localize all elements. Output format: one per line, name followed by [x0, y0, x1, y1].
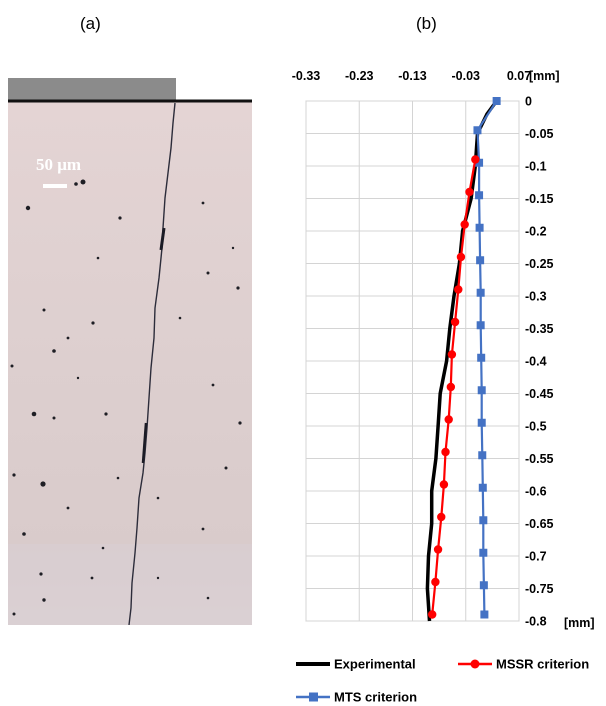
y-tick-label: -0.2 — [525, 225, 547, 239]
data-point-circle — [454, 285, 463, 294]
data-point-square — [473, 126, 482, 135]
data-point-square — [477, 386, 486, 395]
y-tick-label: -0.5 — [525, 420, 547, 434]
legend-marker-square — [309, 692, 318, 702]
x-tick-label: -0.23 — [345, 69, 374, 83]
crack-thick-segment-2 — [141, 422, 148, 464]
micrograph-grey-block — [8, 78, 176, 100]
data-point-square — [479, 581, 488, 590]
y-tick-label: -0.05 — [525, 127, 554, 141]
data-point-circle — [437, 512, 446, 522]
x-tick-label: -0.33 — [292, 69, 321, 83]
data-point-circle — [446, 382, 456, 392]
data-point-square — [475, 158, 484, 167]
data-point-square — [479, 516, 488, 525]
data-point-square — [492, 97, 501, 105]
data-point-square — [476, 321, 485, 330]
legend-label: MTS criterion — [334, 690, 417, 705]
y-tick-label: -0.65 — [525, 517, 554, 531]
data-point-circle — [428, 610, 437, 619]
data-point-square — [477, 353, 486, 362]
data-point-square — [478, 451, 487, 460]
data-point-square — [479, 548, 488, 557]
y-tick-label: -0.4 — [525, 355, 547, 369]
data-point-circle — [441, 447, 450, 457]
y-tick-label: -0.45 — [525, 387, 554, 401]
y-tick-label: -0.3 — [525, 290, 547, 304]
data-point-circle — [471, 155, 480, 164]
x-axis-unit: [mm] — [529, 69, 560, 83]
data-point-square — [475, 191, 484, 200]
crack-thick-segment-1 — [159, 227, 166, 251]
y-tick-label: -0.1 — [525, 160, 547, 174]
panel-label-b: (b) — [416, 14, 437, 33]
legend-marker-circle — [470, 659, 480, 669]
data-point-circle — [433, 545, 443, 554]
y-tick-label: -0.35 — [525, 322, 554, 336]
y-tick-label: -0.6 — [525, 485, 547, 499]
y-tick-label: 0 — [525, 95, 532, 109]
x-tick-label: 0.07 — [507, 69, 531, 83]
data-point-circle — [447, 350, 457, 359]
y-axis-ticks: 0 -0.05 -0.1 -0.15 -0.2 -0.25 -0.3 -0.35 -0.4 -0.… — [525, 95, 554, 629]
data-point-circle — [431, 577, 440, 587]
legend-label: Experimental — [334, 657, 416, 672]
x-axis-ticks: -0.33 -0.23 -0.13 -0.03 0.07 — [292, 69, 531, 83]
chart-grid — [305, 100, 520, 622]
data-point-circle — [439, 480, 449, 489]
data-point-square — [480, 610, 489, 619]
scale-bar — [43, 184, 67, 188]
data-point-circle — [450, 317, 460, 327]
data-point-circle — [460, 220, 469, 229]
crack-path — [128, 102, 176, 625]
x-tick-label: -0.13 — [398, 69, 427, 83]
data-point-circle — [465, 187, 474, 197]
panel-label-a: (a) — [80, 14, 101, 33]
data-point-circle — [444, 415, 453, 424]
data-point-square — [475, 223, 484, 232]
y-tick-label: -0.55 — [525, 452, 554, 466]
data-point-square — [476, 256, 485, 265]
data-point-square — [477, 418, 486, 427]
data-point-square — [476, 288, 485, 297]
y-axis-unit: [mm] — [564, 616, 595, 630]
y-tick-label: -0.7 — [525, 550, 547, 564]
y-tick-label: -0.15 — [525, 192, 554, 206]
x-tick-label: -0.03 — [452, 69, 481, 83]
data-point-square — [478, 483, 487, 492]
y-tick-label: -0.8 — [525, 615, 547, 629]
micrograph-surface — [8, 101, 252, 625]
legend-label: MSSR criterion — [496, 657, 589, 672]
data-point-circle — [456, 252, 466, 262]
chart-legend: Experimental MSSR criterion MTS criterion — [296, 657, 589, 705]
chart-series — [425, 97, 501, 622]
micrograph-pores — [10, 179, 242, 616]
y-tick-label: -0.25 — [525, 257, 554, 271]
scale-bar-label: 50 μm — [36, 155, 81, 174]
y-tick-label: -0.75 — [525, 582, 554, 596]
crack-micrograph: 50 μm — [8, 78, 252, 625]
